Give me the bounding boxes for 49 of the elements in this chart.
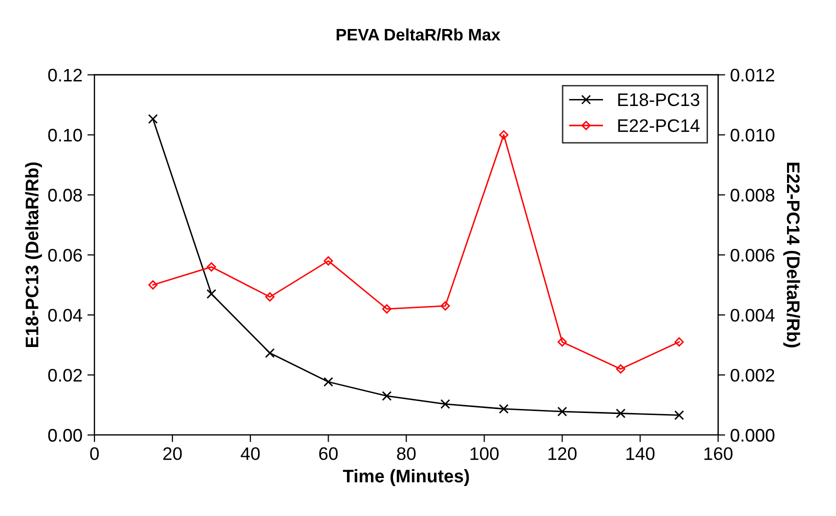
- point: [382, 391, 392, 401]
- y2-tick-label: 0.008: [730, 188, 774, 202]
- point: [148, 280, 158, 290]
- point: [440, 301, 450, 311]
- x-tick-label: 140: [626, 447, 655, 460]
- y2-tick-label: 0.012: [730, 68, 774, 82]
- point: [206, 289, 216, 299]
- x-tick-label: 160: [704, 447, 732, 460]
- x-tick-label: 0: [90, 447, 99, 460]
- y-tick-label: 0.12: [48, 68, 82, 82]
- y-tick-label: 0.00: [48, 428, 82, 442]
- y2-tick-label: 0.000: [730, 428, 774, 442]
- point: [674, 337, 684, 347]
- x-axis-title: Time (Minutes): [342, 469, 469, 486]
- point: [616, 364, 626, 374]
- point: [265, 292, 274, 302]
- point: [499, 130, 508, 140]
- x-tick-label: 120: [548, 447, 577, 460]
- chart-title: PEVA DeltaR/Rb Max: [336, 28, 500, 41]
- point: [265, 348, 275, 358]
- point: [206, 262, 216, 272]
- x-tick-label: 100: [470, 447, 499, 460]
- point: [557, 406, 568, 416]
- y-tick-label: 0.08: [48, 188, 82, 202]
- legend-label: E18-PC13: [618, 93, 700, 106]
- point: [324, 256, 333, 266]
- y-tick-label: 0.04: [48, 308, 82, 322]
- y2-tick-label: 0.010: [730, 128, 774, 142]
- y-axis-title: E18-PC13 (DeltaR/Rb): [25, 162, 42, 348]
- y-tick-label: 0.10: [48, 128, 82, 142]
- y-tick-label: 0.06: [48, 248, 82, 262]
- x-tick-label: 80: [397, 447, 416, 460]
- point: [440, 399, 450, 409]
- y2-tick-label: 0.004: [730, 308, 775, 322]
- point: [616, 408, 626, 418]
- point: [498, 404, 509, 414]
- x-tick-label: 20: [163, 447, 182, 460]
- point: [148, 114, 158, 124]
- y2-tick-label: 0.006: [730, 248, 774, 262]
- y2-tick-label: 0.002: [730, 368, 774, 382]
- y2-axis-title: E22-PC14 (DeltaR/Rb): [783, 162, 800, 348]
- x-tick-label: 40: [240, 447, 260, 460]
- point: [674, 410, 684, 420]
- legend-label: E22-PC14: [618, 119, 700, 132]
- point: [382, 304, 392, 314]
- x-tick-label: 60: [319, 447, 338, 460]
- point: [558, 337, 567, 347]
- point: [323, 377, 334, 387]
- y-tick-label: 0.02: [48, 368, 82, 382]
